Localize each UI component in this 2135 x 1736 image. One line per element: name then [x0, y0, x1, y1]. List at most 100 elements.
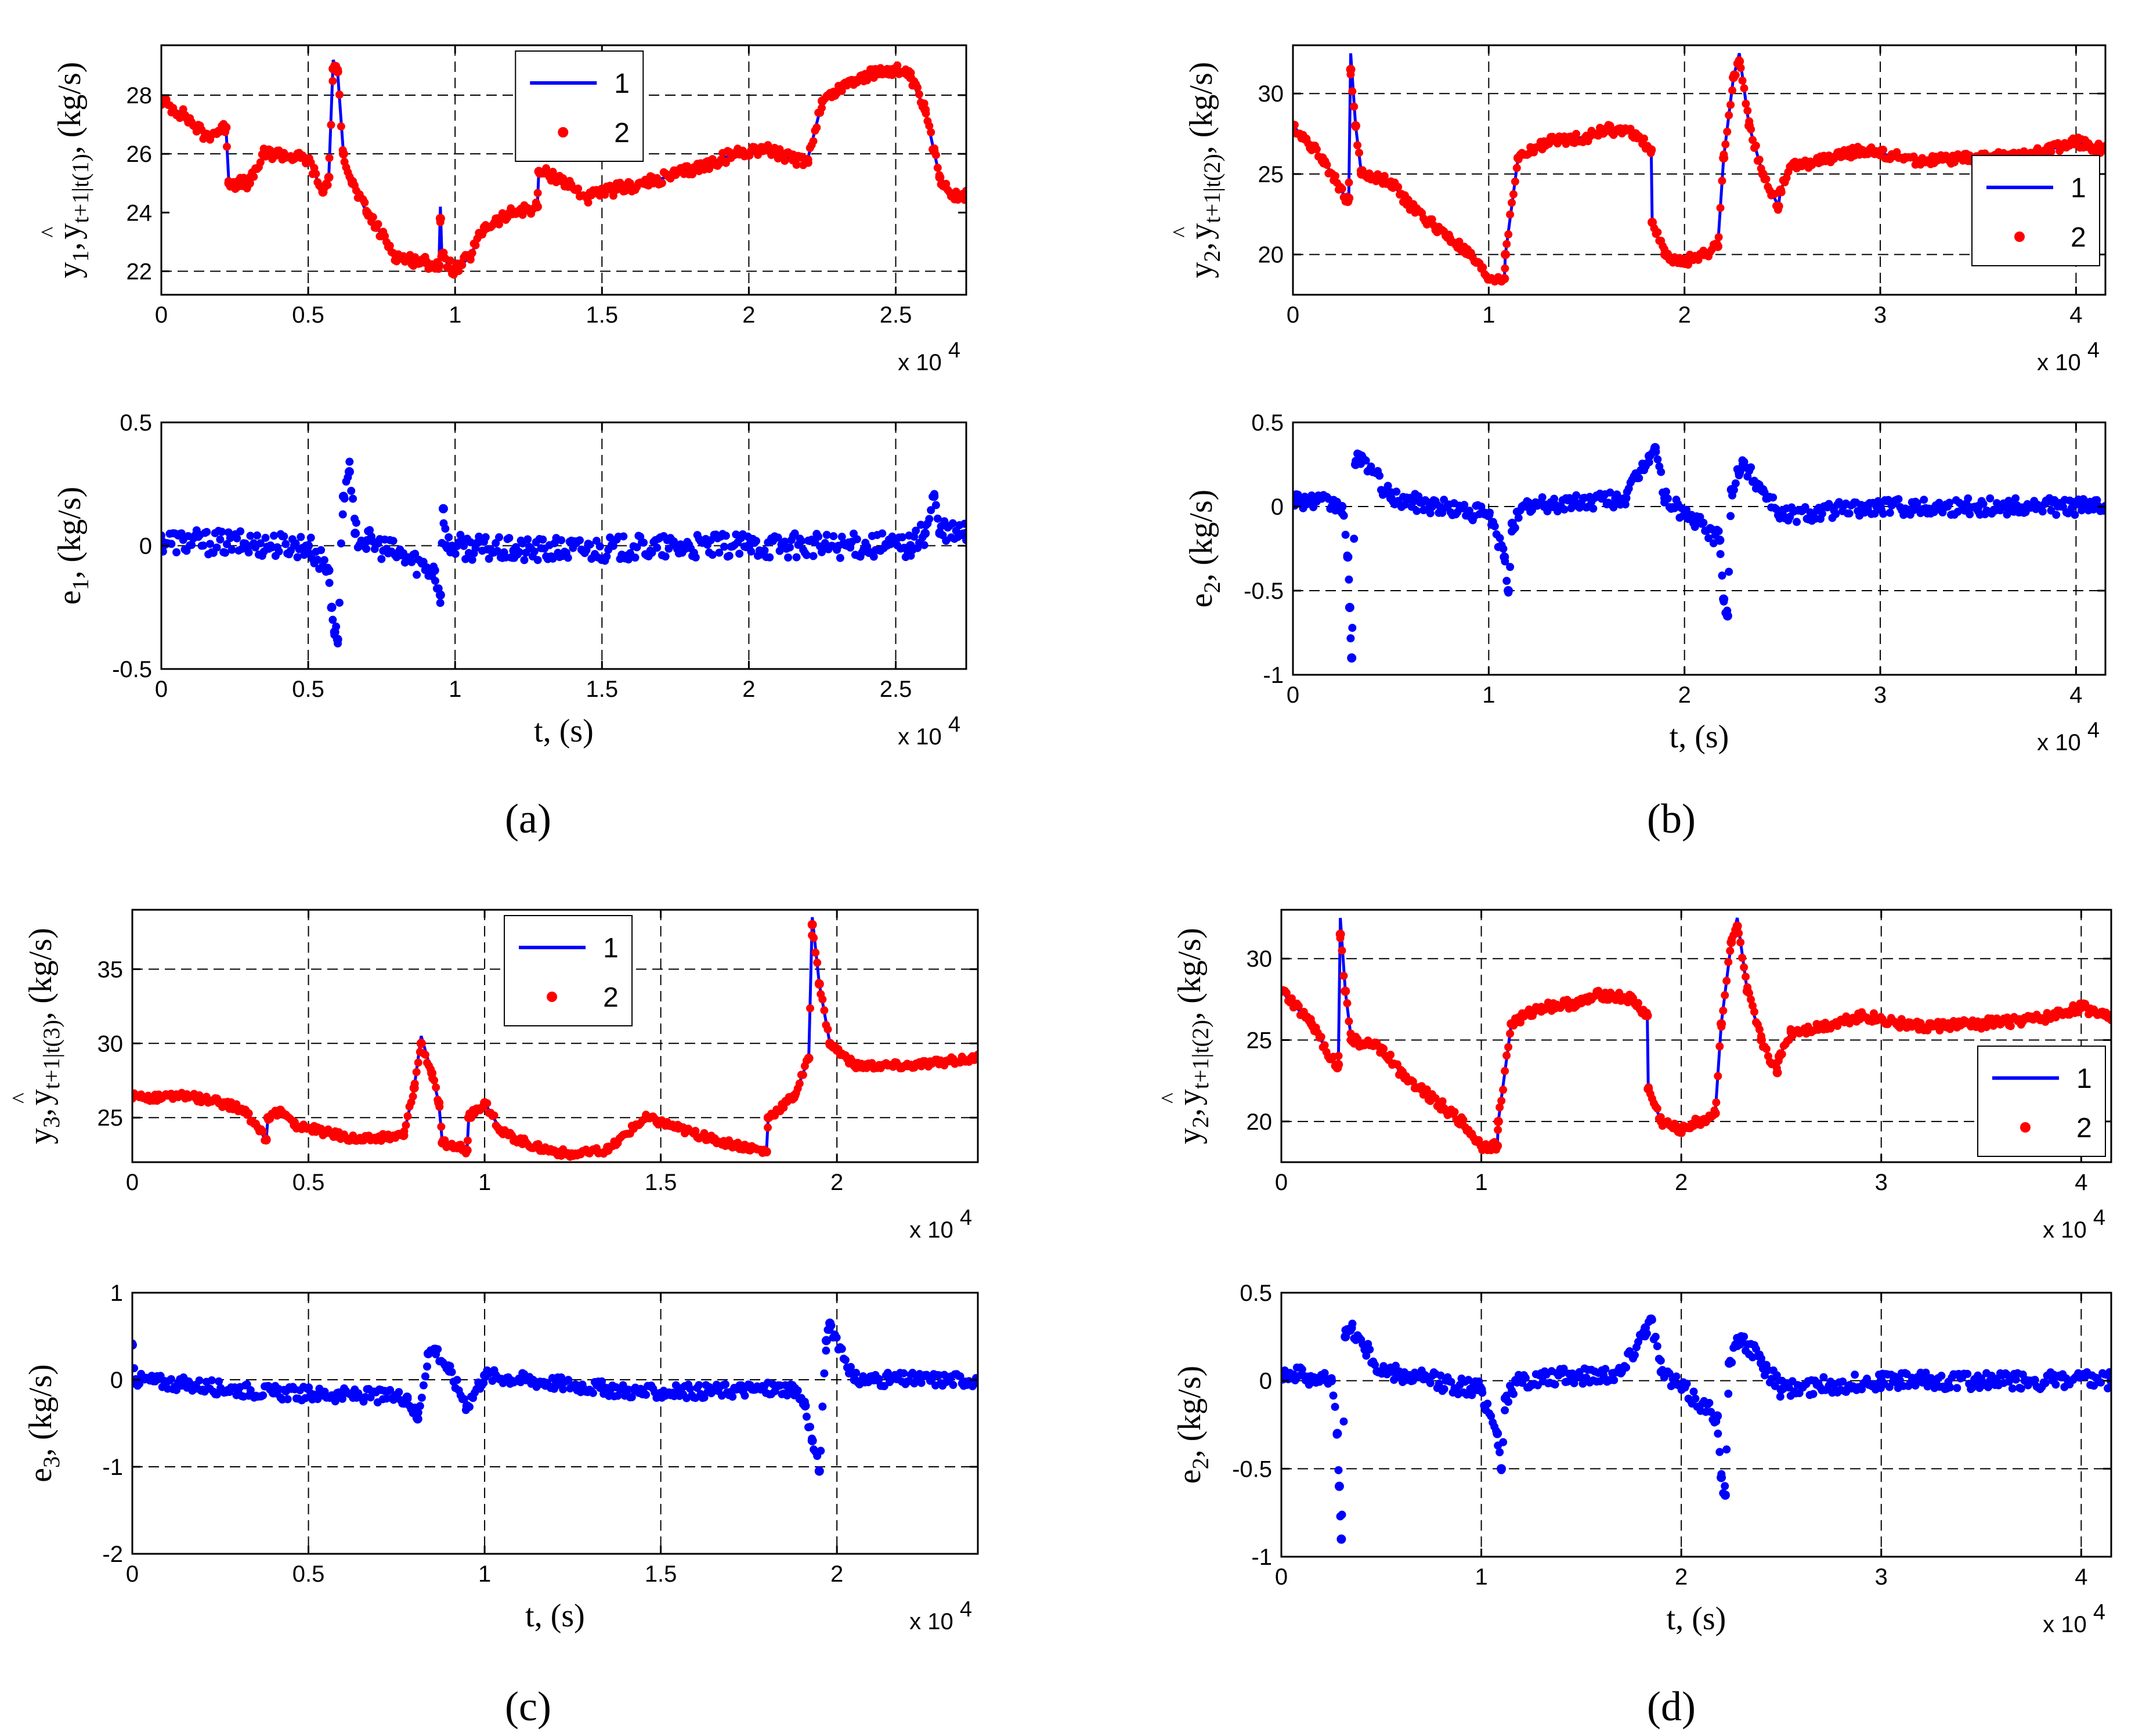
data-point	[1705, 1398, 1714, 1407]
data-point	[1483, 1399, 1492, 1408]
data-point	[250, 172, 258, 181]
data-point	[765, 553, 774, 562]
data-point	[664, 544, 673, 553]
data-point	[1436, 1371, 1445, 1380]
data-point	[490, 1111, 498, 1120]
data-point	[180, 111, 190, 121]
data-point	[905, 73, 915, 82]
y-tick-label: -2	[102, 1542, 123, 1567]
data-point	[1945, 498, 1954, 507]
x-scale-label: x 10 4	[2037, 338, 2100, 375]
x-tick-label: 0.5	[292, 677, 324, 702]
data-point	[1335, 930, 1345, 939]
y-tick-label: -0.5	[1232, 1456, 1272, 1482]
y-tick-label: -0.5	[112, 657, 152, 682]
data-point	[1755, 1025, 1764, 1034]
data-point	[348, 178, 357, 188]
y-tick-label: 0	[1271, 494, 1284, 520]
x-scale-exponent: 4	[2093, 1600, 2105, 1625]
data-point	[466, 538, 475, 547]
data-point	[413, 1414, 422, 1424]
data-point	[875, 1375, 883, 1383]
data-point	[898, 533, 906, 541]
data-point	[1501, 1066, 1509, 1075]
data-point	[240, 1105, 250, 1115]
data-point	[557, 536, 566, 545]
data-point	[180, 1090, 190, 1100]
data-point	[2051, 1380, 2060, 1389]
x-scale-exponent: 4	[960, 1597, 972, 1622]
x-tick-label: 2	[742, 302, 755, 328]
data-point	[1731, 479, 1740, 488]
data-point	[222, 540, 231, 548]
data-point	[253, 531, 262, 540]
y-label-part: y	[1183, 223, 1219, 240]
y-tick-label: 1	[110, 1281, 123, 1306]
data-point	[533, 556, 542, 565]
data-point	[1444, 233, 1454, 243]
y-tick-label: 22	[127, 259, 153, 285]
data-point	[902, 1061, 912, 1070]
data-point	[1816, 156, 1826, 166]
data-point	[2069, 1001, 2078, 1010]
data-point	[1769, 493, 1778, 502]
data-point	[1435, 1379, 1443, 1388]
data-point	[280, 532, 288, 541]
data-point	[335, 598, 344, 607]
data-point	[1756, 1035, 1766, 1045]
data-point	[199, 541, 208, 550]
y-label-part: , (kg/s)	[1172, 928, 1208, 1020]
data-point	[1718, 572, 1726, 580]
data-point	[462, 1401, 472, 1410]
data-point	[441, 525, 450, 533]
data-point	[1920, 496, 1928, 504]
data-point	[603, 1145, 613, 1155]
data-point	[1570, 1379, 1578, 1387]
data-point	[409, 1083, 419, 1093]
data-point	[1388, 1368, 1397, 1376]
data-point	[1497, 1097, 1506, 1105]
data-point	[497, 1127, 507, 1137]
data-point	[1778, 510, 1787, 520]
data-point	[495, 220, 504, 229]
data-point	[1742, 99, 1750, 108]
legend: 12	[1971, 155, 2100, 266]
data-point	[631, 554, 640, 562]
y-label-part: , (kg/s)	[52, 62, 88, 154]
data-point	[1345, 1017, 1353, 1026]
data-point	[1294, 1001, 1303, 1010]
data-point	[460, 1395, 468, 1404]
data-point	[468, 555, 476, 564]
data-point	[927, 128, 935, 136]
x-axis-label: t, (s)	[1667, 1601, 1726, 1637]
data-point	[1831, 509, 1840, 518]
legend-box	[515, 50, 644, 162]
data-point	[691, 553, 700, 562]
data-point	[1394, 183, 1403, 191]
y-label-sub: t+1|t(1)	[67, 154, 93, 223]
data-point	[1464, 249, 1474, 259]
data-point	[1502, 240, 1511, 248]
data-point	[429, 566, 439, 575]
data-point	[1656, 1357, 1665, 1365]
data-point	[1714, 1072, 1722, 1080]
data-point	[1357, 169, 1367, 179]
data-point	[1495, 1103, 1504, 1112]
data-point	[1935, 498, 1943, 507]
data-point	[1646, 1314, 1656, 1324]
data-point	[1346, 634, 1355, 643]
data-point	[1689, 1387, 1698, 1396]
data-point	[1408, 1077, 1417, 1086]
x-tick-label: 1.5	[645, 1170, 677, 1195]
legend-label-1: 1	[2076, 1064, 2092, 1094]
data-point	[432, 1083, 440, 1092]
data-point	[2011, 494, 2020, 502]
data-point	[2008, 1384, 2017, 1393]
data-point	[1476, 1384, 1486, 1394]
data-point	[1914, 156, 1924, 166]
data-point	[925, 515, 934, 523]
data-point	[1715, 1448, 1724, 1456]
y-label-part: ,	[23, 1100, 59, 1116]
data-point	[810, 934, 818, 942]
data-point	[1348, 87, 1357, 96]
